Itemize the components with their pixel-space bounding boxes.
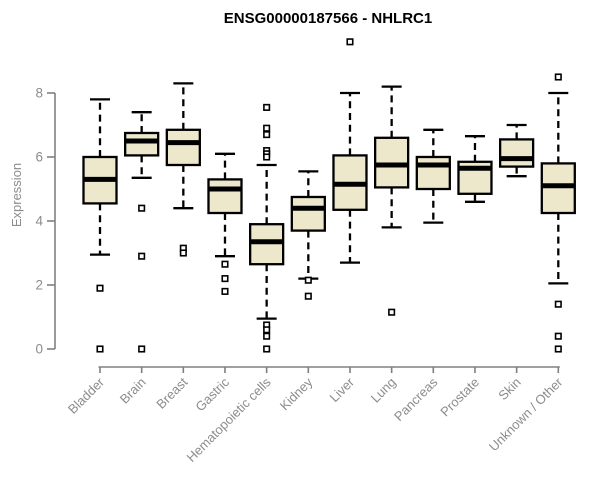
- outlier-point: [263, 131, 271, 139]
- outlier-point: [138, 345, 146, 353]
- outlier-point: [263, 124, 271, 132]
- category-label-liver: Liver: [327, 374, 358, 405]
- category-label-skin: Skin: [495, 375, 523, 403]
- y-tick-label: 6: [35, 150, 43, 165]
- iqr-box: [498, 138, 535, 168]
- plot-area: [82, 38, 576, 353]
- outlier-point: [554, 345, 562, 353]
- box-unknown-other: [540, 73, 576, 353]
- box-liver: [332, 38, 368, 264]
- y-tick-label: 4: [35, 214, 43, 229]
- box-prostate: [457, 135, 493, 203]
- y-tick-label: 8: [35, 86, 43, 101]
- category-label-prostate: Prostate: [437, 375, 482, 420]
- outlier-point: [263, 153, 271, 161]
- y-tick-label: 2: [35, 278, 43, 293]
- box-kidney: [290, 170, 326, 300]
- box-pancreas: [415, 128, 451, 224]
- outlier-point: [96, 284, 104, 292]
- outlier-point: [554, 73, 562, 81]
- outlier-point: [138, 252, 146, 260]
- iqr-box: [290, 195, 326, 232]
- iqr-box: [124, 131, 160, 157]
- iqr-box: [415, 155, 451, 191]
- category-label-bladder: Bladder: [65, 374, 108, 417]
- category-label-kidney: Kidney: [277, 374, 316, 413]
- outlier-point: [221, 260, 229, 268]
- category-label-breast: Breast: [153, 374, 190, 411]
- category-label-unknown-other: Unknown / Other: [486, 374, 566, 454]
- outlier-point: [138, 204, 146, 212]
- box-breast: [165, 82, 201, 257]
- y-tick-label: 0: [35, 342, 43, 357]
- category-label-gastric: Gastric: [192, 374, 232, 414]
- category-label-brain: Brain: [117, 375, 149, 407]
- iqr-box: [165, 128, 201, 167]
- y-axis: 0 2 4 6 8: [35, 86, 56, 357]
- iqr-box: [207, 178, 243, 215]
- outlier-point: [554, 300, 562, 308]
- category-label-pancreas: Pancreas: [391, 374, 441, 424]
- outlier-point: [96, 345, 104, 353]
- outlier-point: [221, 287, 229, 295]
- outlier-point: [179, 249, 187, 257]
- box-brain: [124, 111, 160, 353]
- outlier-point: [263, 103, 271, 111]
- outlier-point: [304, 292, 312, 300]
- outlier-point: [388, 308, 396, 316]
- box-bladder: [82, 98, 118, 353]
- outlier-point: [554, 332, 562, 340]
- y-axis-label: Expression: [9, 163, 24, 227]
- box-gastric: [207, 152, 243, 295]
- outlier-point: [263, 326, 271, 334]
- outlier-point: [346, 38, 354, 46]
- outlier-point: [221, 275, 229, 283]
- box-lung: [373, 85, 410, 316]
- category-label-lung: Lung: [368, 375, 399, 406]
- box-hematopoietic-cells: [249, 103, 285, 353]
- outlier-point: [263, 332, 271, 340]
- outlier-point: [304, 276, 312, 284]
- outlier-point: [263, 345, 271, 353]
- box-skin: [498, 123, 535, 178]
- chart-title: ENSG00000187566 - NHLRC1: [224, 10, 432, 27]
